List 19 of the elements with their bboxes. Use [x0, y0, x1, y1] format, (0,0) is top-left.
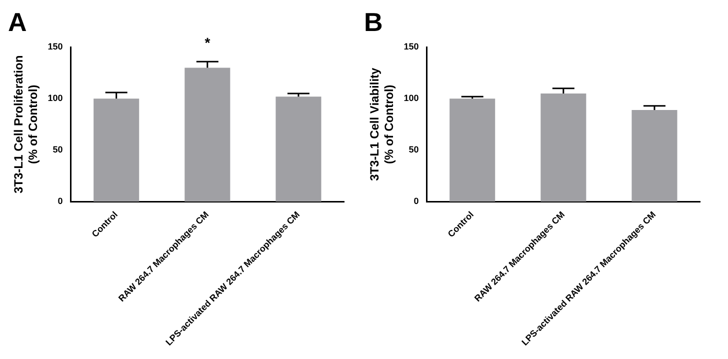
chart-title: A — [8, 6, 27, 37]
bar — [632, 110, 678, 202]
y-tick-label: 100 — [404, 93, 419, 104]
y-tick-label: 100 — [48, 93, 63, 104]
y-axis-title: 3T3-L1 Cell Viability (% of Control) — [368, 67, 396, 181]
bar — [540, 93, 586, 202]
y-tick-label: 150 — [404, 42, 419, 52]
bar — [184, 68, 230, 202]
y-tick-label: 0 — [414, 196, 419, 206]
annotation: * — [204, 34, 211, 50]
y-tick-label: 50 — [52, 144, 63, 155]
chart-title: B — [364, 6, 383, 37]
y-tick-label: 50 — [408, 144, 419, 155]
y-tick-label: 150 — [48, 42, 63, 52]
y-axis-title: 3T3-L1 Cell Proliferation (% of Control) — [12, 55, 40, 194]
bar — [450, 98, 496, 202]
bar — [276, 96, 322, 202]
y-tick-label: 0 — [58, 196, 63, 206]
bar — [94, 98, 140, 202]
